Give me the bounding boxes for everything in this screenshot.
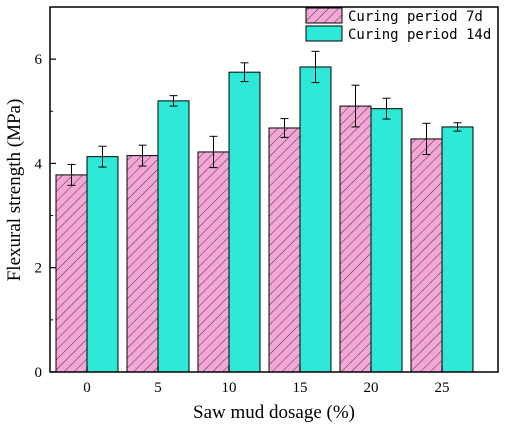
bar-14d-10	[228, 71, 261, 373]
bar-14d-20	[370, 108, 403, 373]
bar-7d-20	[339, 105, 372, 373]
y-tick-label-6: 6	[35, 52, 43, 68]
y-tick-label-2: 2	[35, 261, 43, 277]
bar-7d-25	[410, 138, 443, 373]
error-bar-7d-15	[280, 118, 289, 138]
x-tick-label-5: 5	[154, 380, 162, 396]
error-bar-14d-10	[240, 62, 249, 83]
x-axis-title: Saw mud dosage (%)	[193, 402, 355, 423]
bars-group	[55, 66, 474, 373]
x-tick-label-10: 10	[222, 380, 237, 396]
x-tick-label-25: 25	[435, 380, 450, 396]
legend-label-14d: Curing period 14d	[348, 27, 491, 43]
error-bar-14d-25	[453, 122, 462, 132]
bar-7d-15	[268, 127, 301, 373]
error-bar-14d-15	[311, 50, 320, 84]
bar-14d-15	[299, 66, 332, 373]
error-bar-14d-0	[98, 145, 107, 168]
error-bar-14d-5	[169, 95, 178, 107]
error-bar-7d-5	[138, 144, 147, 167]
y-tick-label-0: 0	[35, 365, 43, 381]
error-bar-7d-25	[422, 122, 431, 156]
x-tick-label-15: 15	[293, 380, 308, 396]
x-axis: 0 5 10 15 20 25	[83, 366, 450, 396]
error-bar-14d-20	[382, 97, 391, 120]
bar-14d-5	[157, 100, 190, 373]
bar-7d-10	[197, 151, 230, 373]
error-bar-7d-0	[67, 163, 76, 186]
y-tick-label-4: 4	[35, 156, 43, 172]
bar-14d-0	[86, 156, 119, 373]
legend: Curing period 7d Curing period 14d	[305, 7, 491, 43]
y-axis-title: Flexural strength (MPa)	[4, 99, 25, 282]
error-bar-7d-10	[209, 135, 218, 169]
bar-7d-5	[126, 155, 159, 373]
plot-frame	[49, 6, 499, 373]
y-axis: 0 2 4 6	[35, 52, 56, 381]
bar-7d-0	[55, 174, 88, 373]
x-tick-label-0: 0	[83, 380, 91, 396]
bar-14d-25	[441, 126, 474, 373]
x-tick-label-20: 20	[364, 380, 379, 396]
error-bars-group	[67, 50, 462, 186]
legend-label-7d: Curing period 7d	[348, 9, 483, 25]
legend-swatch-14d	[305, 25, 343, 42]
error-bar-7d-20	[351, 84, 360, 128]
legend-swatch-7d	[305, 7, 343, 24]
